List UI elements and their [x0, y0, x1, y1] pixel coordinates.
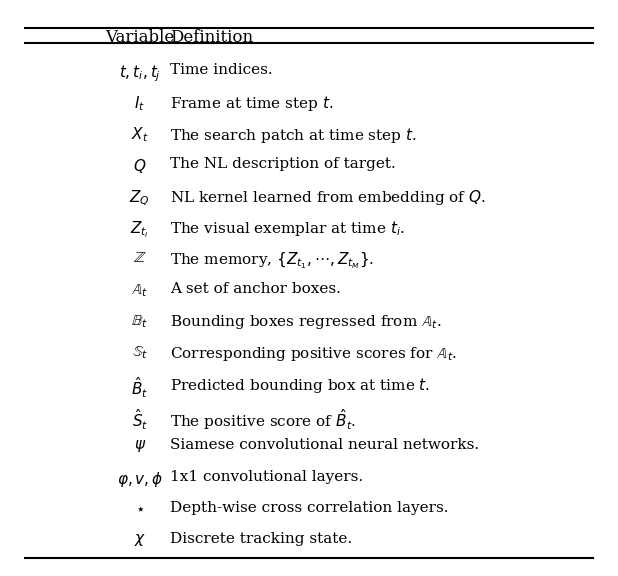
Text: The memory, $\{Z_{t_1}, \cdots, Z_{t_M}\}$.: The memory, $\{Z_{t_1}, \cdots, Z_{t_M}\… — [170, 251, 375, 271]
Text: $\star$: $\star$ — [135, 501, 145, 515]
Text: $\hat{S}_t$: $\hat{S}_t$ — [132, 407, 148, 431]
Text: Siamese convolutional neural networks.: Siamese convolutional neural networks. — [170, 438, 479, 452]
Text: Depth-wise cross correlation layers.: Depth-wise cross correlation layers. — [170, 501, 449, 515]
Text: $\chi$: $\chi$ — [133, 532, 146, 548]
Text: $\mathbb{B}_t$: $\mathbb{B}_t$ — [131, 313, 148, 330]
Text: Predicted bounding box at time $t$.: Predicted bounding box at time $t$. — [170, 376, 430, 395]
Text: Discrete tracking state.: Discrete tracking state. — [170, 532, 352, 546]
Text: $\psi$: $\psi$ — [133, 438, 146, 454]
Text: Time indices.: Time indices. — [170, 63, 273, 77]
Text: $\varphi, v, \phi$: $\varphi, v, \phi$ — [117, 469, 163, 488]
Text: 1x1 convolutional layers.: 1x1 convolutional layers. — [170, 469, 363, 484]
Text: $\hat{B}_t$: $\hat{B}_t$ — [131, 376, 148, 400]
Text: The NL description of target.: The NL description of target. — [170, 157, 396, 171]
Text: NL kernel learned from embedding of $Q$.: NL kernel learned from embedding of $Q$. — [170, 188, 486, 207]
Text: $I_t$: $I_t$ — [134, 94, 145, 113]
Text: $X_t$: $X_t$ — [131, 126, 149, 145]
Text: $Z_Q$: $Z_Q$ — [130, 188, 150, 207]
Text: The positive score of $\hat{B}_t$.: The positive score of $\hat{B}_t$. — [170, 407, 356, 432]
Text: Definition: Definition — [170, 29, 253, 47]
Text: $Q$: $Q$ — [133, 157, 146, 175]
Text: $Z_{t_i}$: $Z_{t_i}$ — [130, 219, 150, 240]
Text: $t, t_i, t_j$: $t, t_i, t_j$ — [119, 63, 161, 84]
Text: Frame at time step $t$.: Frame at time step $t$. — [170, 94, 334, 113]
Text: The visual exemplar at time $t_i$.: The visual exemplar at time $t_i$. — [170, 219, 405, 238]
Text: $\mathbb{Z}$: $\mathbb{Z}$ — [133, 251, 146, 265]
Text: Bounding boxes regressed from $\mathbb{A}_t$.: Bounding boxes regressed from $\mathbb{A… — [170, 313, 442, 331]
Text: $\mathbb{A}_t$: $\mathbb{A}_t$ — [132, 282, 148, 299]
Text: Variable: Variable — [105, 29, 174, 47]
Text: A set of anchor boxes.: A set of anchor boxes. — [170, 282, 341, 296]
Text: Corresponding positive scores for $\mathbb{A}_t$.: Corresponding positive scores for $\math… — [170, 344, 457, 362]
Text: $\mathbb{S}_t$: $\mathbb{S}_t$ — [132, 344, 148, 361]
Text: The search patch at time step $t$.: The search patch at time step $t$. — [170, 126, 417, 145]
